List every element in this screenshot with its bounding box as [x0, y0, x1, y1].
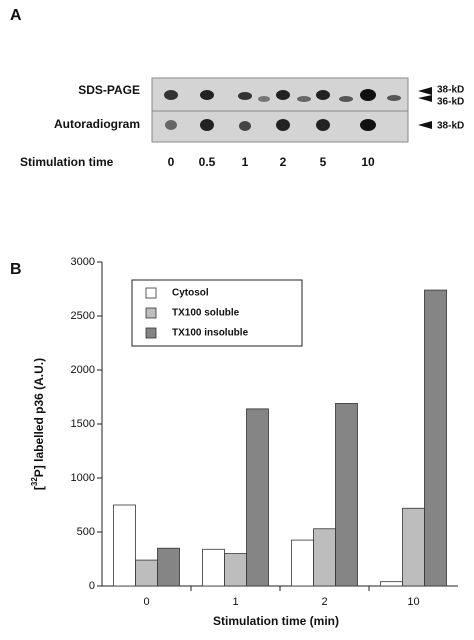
- y-axis-label: [32P] labelled p36 (A.U.): [30, 358, 46, 490]
- marker-label: 36-kD: [437, 97, 464, 108]
- x-axis-label: Stimulation time (min): [213, 614, 339, 628]
- bar: [291, 539, 314, 587]
- lane-label: 5: [320, 155, 327, 169]
- bar: [113, 504, 136, 587]
- y-tick-label: 1000: [71, 472, 95, 484]
- bar: [246, 408, 269, 587]
- lane-label: 0.5: [199, 155, 216, 169]
- bar: [402, 507, 425, 587]
- x-tick-label: 10: [407, 596, 419, 608]
- gel: [151, 77, 432, 143]
- legend-swatch: [145, 287, 157, 299]
- lane-labels: 0 0.5 1 2 5 10: [168, 155, 375, 169]
- x-tick-label: 0: [143, 596, 149, 608]
- legend-swatch: [145, 327, 157, 339]
- lane-label: 10: [361, 155, 375, 169]
- y-tick-label: 3000: [71, 256, 95, 268]
- row-label: Autoradiogram: [54, 117, 140, 131]
- y-label-part: P] labelled p36 (A.U.): [32, 358, 46, 477]
- legend-label: Cytosol: [172, 288, 209, 299]
- panel-label: A: [10, 7, 22, 24]
- row-label: SDS-PAGE: [78, 83, 140, 97]
- x-tick-label: 2: [321, 596, 327, 608]
- marker-label: 38-kD: [437, 121, 464, 132]
- lane-label: 1: [242, 155, 249, 169]
- legend-label: TX100 insoluble: [172, 328, 249, 339]
- bar: [313, 528, 336, 587]
- lane-label: 2: [280, 155, 287, 169]
- y-tick-label: 2500: [71, 310, 95, 322]
- y-tick-label: 0: [89, 580, 95, 592]
- plot: 0 500 1000 1500 2000 2500 3000 0 1 2 10 Cytosol TX10…: [71, 256, 458, 608]
- y-label-sup: 32: [30, 477, 39, 486]
- bar: [135, 559, 158, 587]
- marker-label: 38-kD: [437, 85, 464, 96]
- y-tick-label: 500: [77, 526, 95, 538]
- x-label: Stimulation time: [20, 155, 114, 169]
- bar: [380, 581, 403, 587]
- bar: [424, 289, 447, 587]
- bar: [202, 548, 225, 587]
- bar: [224, 553, 247, 587]
- x-tick-label: 1: [232, 596, 238, 608]
- legend-swatch: [145, 307, 157, 319]
- bar: [335, 403, 358, 587]
- legend-box: [131, 279, 303, 347]
- bar: [157, 547, 180, 587]
- y-tick-label: 1500: [71, 418, 95, 430]
- y-label-part: [: [32, 486, 46, 490]
- legend-label: TX100 soluble: [172, 308, 240, 319]
- lane-label: 0: [168, 155, 175, 169]
- legend: Cytosol TX100 soluble TX100 insoluble: [131, 279, 303, 347]
- y-tick-label: 2000: [71, 364, 95, 376]
- panel-label: B: [10, 261, 22, 278]
